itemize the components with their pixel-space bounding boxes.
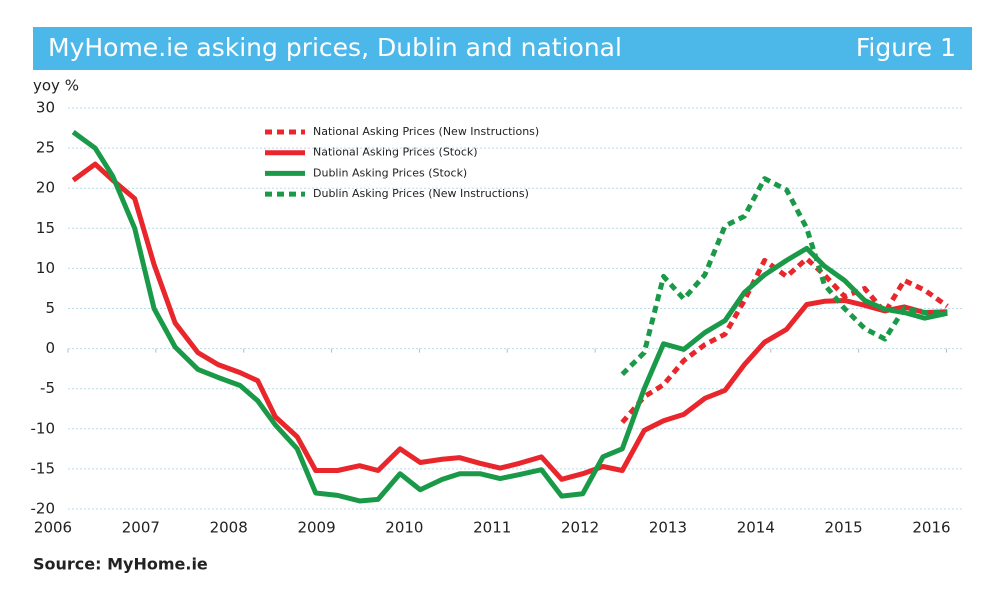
y-tick-label: 20 (36, 179, 55, 197)
y-tick-label: -10 (31, 419, 56, 437)
header-bar (33, 27, 972, 70)
x-tick-label: 2012 (561, 519, 599, 537)
series-line (71, 130, 948, 504)
y-tick-label: -5 (40, 379, 55, 397)
legend-label: National Asking Prices (New Instructions… (313, 125, 539, 138)
figure-label: Figure 1 (856, 33, 956, 62)
x-tick-label: 2016 (912, 519, 950, 537)
legend-label: Dublin Asking Prices (New Instructions) (313, 187, 529, 200)
x-tick-label: 2006 (34, 519, 72, 537)
legend-label: Dublin Asking Prices (Stock) (313, 166, 467, 179)
y-tick-label: -20 (31, 500, 56, 518)
x-tick-label: 2015 (825, 519, 863, 537)
y-tick-label: 5 (45, 299, 55, 317)
x-tick-label: 2014 (737, 519, 775, 537)
x-tick-label: 2009 (297, 519, 335, 537)
x-tick-label: 2008 (210, 519, 248, 537)
x-tick-label: 2013 (649, 519, 687, 537)
series-line (71, 161, 948, 482)
x-tick-label: 2011 (473, 519, 511, 537)
source: Source: MyHome.ie (33, 555, 208, 574)
x-tick-label: 2010 (385, 519, 423, 537)
y-axis-label: yoy % (33, 77, 79, 95)
y-tick-label: 15 (36, 219, 55, 237)
y-tick-label: 30 (36, 99, 55, 117)
x-tick-label: 2007 (122, 519, 160, 537)
y-tick-label: 10 (36, 259, 55, 277)
header-title: MyHome.ie asking prices, Dublin and nati… (48, 33, 622, 62)
y-tick-label: 25 (36, 139, 55, 157)
y-tick-label: 0 (45, 339, 55, 357)
y-tick-label: -15 (31, 459, 56, 477)
series-line (620, 176, 948, 377)
legend-label: National Asking Prices (Stock) (313, 146, 478, 159)
series-line (620, 256, 949, 425)
